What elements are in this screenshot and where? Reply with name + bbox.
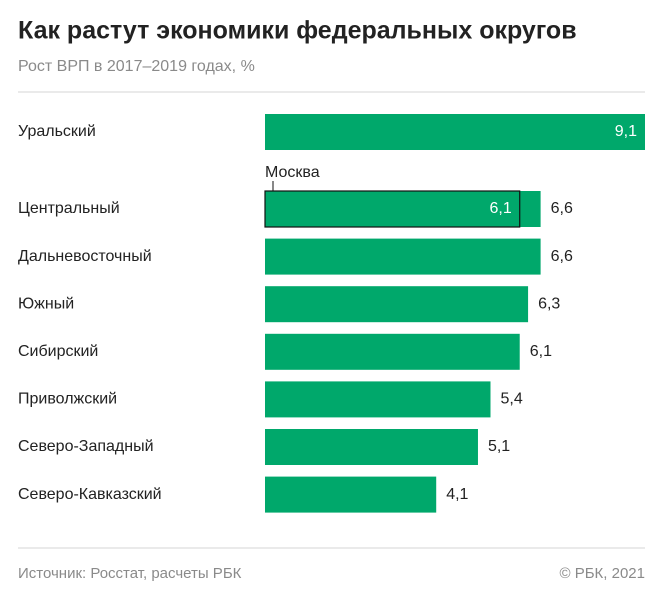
- category-label: Дальневосточный: [18, 248, 152, 265]
- category-label: Сибирский: [18, 343, 98, 360]
- category-label: Уральский: [18, 123, 96, 140]
- bar: [265, 381, 491, 418]
- overlay-label: Москва: [265, 164, 320, 181]
- overlay-bar: [264, 190, 521, 228]
- value-label: 6,6: [551, 200, 573, 217]
- bar: [265, 476, 437, 513]
- value-label: 5,1: [488, 438, 510, 455]
- copyright: © РБК, 2021: [559, 565, 645, 582]
- value-label: 9,1: [615, 123, 637, 140]
- chart-subtitle: Рост ВРП в 2017–2019 годах, %: [18, 58, 255, 75]
- bar: [265, 429, 478, 465]
- category-label: Южный: [18, 295, 74, 312]
- bar: [265, 114, 645, 150]
- category-label: Северо-Западный: [18, 438, 154, 455]
- overlay-value-label: 6,1: [489, 200, 511, 217]
- chart-title: Как растут экономики федеральных округов: [18, 17, 577, 45]
- category-label: Центральный: [18, 200, 120, 217]
- value-label: 4,1: [446, 486, 468, 503]
- bar: [265, 286, 529, 323]
- value-label: 6,3: [538, 295, 560, 312]
- category-label: Приволжский: [18, 391, 117, 408]
- bar: [265, 333, 520, 370]
- source: Источник: Росстат, расчеты РБК: [18, 565, 242, 582]
- value-label: 6,1: [530, 343, 552, 360]
- category-label: Северо-Кавказский: [18, 486, 162, 503]
- bar: [265, 238, 541, 275]
- value-label: 6,6: [551, 248, 573, 265]
- value-label: 5,4: [500, 391, 522, 408]
